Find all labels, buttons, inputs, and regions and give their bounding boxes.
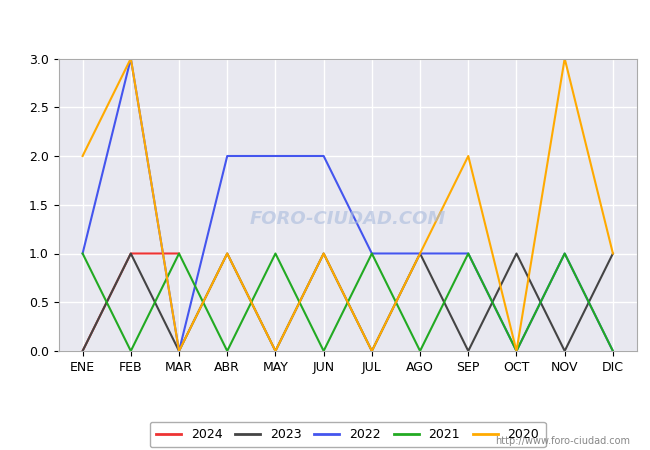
Text: http://www.foro-ciudad.com: http://www.foro-ciudad.com bbox=[495, 436, 630, 446]
Legend: 2024, 2023, 2022, 2021, 2020: 2024, 2023, 2022, 2021, 2020 bbox=[150, 422, 545, 447]
Text: FORO-CIUDAD.COM: FORO-CIUDAD.COM bbox=[250, 211, 446, 229]
Text: Matriculaciones de Vehiculos en La Alberca: Matriculaciones de Vehiculos en La Alber… bbox=[146, 14, 504, 32]
